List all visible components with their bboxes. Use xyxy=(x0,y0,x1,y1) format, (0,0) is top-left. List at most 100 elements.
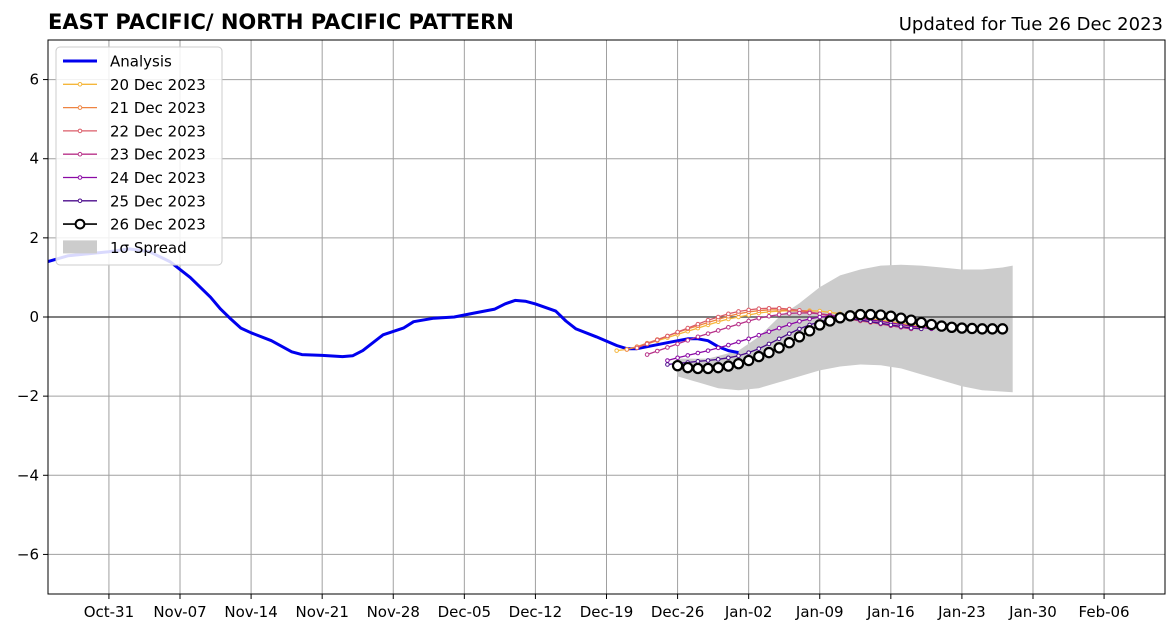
legend-label: 24 Dec 2023 xyxy=(110,169,206,187)
forecast-point xyxy=(766,341,772,347)
forecast-point xyxy=(746,318,751,324)
forecast-point xyxy=(874,309,887,321)
y-tick-label: −2 xyxy=(17,387,39,405)
forecast-point xyxy=(644,341,650,347)
forecast-point xyxy=(665,333,670,339)
forecast-point xyxy=(736,321,741,327)
x-tick-label: Dec-05 xyxy=(438,603,492,621)
forecast-series-layer xyxy=(614,305,1009,375)
forecast-point xyxy=(773,342,785,354)
forecast-point xyxy=(695,359,701,364)
forecast-point xyxy=(702,362,714,375)
forecast-point xyxy=(783,337,795,349)
forecast-point xyxy=(692,362,704,375)
forecast-point xyxy=(715,328,721,333)
forecast-point xyxy=(634,345,640,351)
forecast-point xyxy=(671,359,684,372)
forecast-point xyxy=(976,323,988,335)
forecast-point xyxy=(705,358,711,363)
forecast-point xyxy=(685,338,691,343)
forecast-point xyxy=(776,312,782,317)
forecast-point xyxy=(915,316,927,329)
forecast-point xyxy=(797,326,802,332)
legend-label: 1σ Spread xyxy=(110,239,187,257)
x-tick-label: Dec-19 xyxy=(580,603,634,621)
legend-item: 26 Dec 2023 xyxy=(63,216,206,234)
forecast-point xyxy=(966,322,978,335)
forecast-point xyxy=(726,355,731,361)
x-tick-label: Jan-09 xyxy=(795,603,844,621)
forecast-point xyxy=(905,314,917,326)
forecast-point xyxy=(715,314,721,320)
legend-swatch xyxy=(63,240,97,254)
forecast-point xyxy=(753,350,765,363)
chart-subtitle: Updated for Tue 26 Dec 2023 xyxy=(899,14,1163,35)
legend-marker xyxy=(77,128,83,134)
forecast-point xyxy=(834,312,846,324)
forecast-point xyxy=(986,323,999,335)
forecast-point xyxy=(705,317,711,323)
forecast-point xyxy=(705,348,711,353)
forecast-point xyxy=(712,361,724,374)
forecast-point xyxy=(824,315,836,327)
legend-label: 26 Dec 2023 xyxy=(110,216,206,234)
forecast-point xyxy=(756,346,762,351)
legend-label: 21 Dec 2023 xyxy=(110,99,206,117)
forecast-point xyxy=(746,350,751,355)
legend-marker xyxy=(77,105,83,110)
forecast-point xyxy=(736,309,741,314)
forecast-point xyxy=(803,325,816,337)
legend: Analysis 20 Dec 2023 21 Dec 2023 22 Dec 202… xyxy=(55,46,223,266)
forecast-point xyxy=(695,350,701,356)
forecast-point xyxy=(956,322,968,334)
analysis-series-layer xyxy=(48,247,739,359)
forecast-point xyxy=(682,361,694,374)
forecast-point xyxy=(685,325,691,331)
x-tick-label: Jan-16 xyxy=(866,603,915,621)
x-tick-label: Oct-31 xyxy=(84,603,134,621)
forecast-point xyxy=(742,354,755,367)
forecast-point xyxy=(654,337,660,343)
x-tick-label: Nov-28 xyxy=(367,603,420,621)
forecast-point xyxy=(746,336,751,342)
x-tick-label: Dec-26 xyxy=(651,603,705,621)
forecast-point xyxy=(756,315,762,321)
axis-ticks: Oct-31 Nov-07 Nov-14 Nov-21 Nov-28 Dec-05 Dec-… xyxy=(17,71,1130,621)
legend-item: 23 Dec 2023 xyxy=(63,146,206,164)
forecast-point xyxy=(736,339,741,345)
forecast-point xyxy=(614,348,619,353)
forecast-point xyxy=(786,322,792,327)
legend-item: 25 Dec 2023 xyxy=(63,192,206,210)
legend-item: 24 Dec 2023 xyxy=(63,169,206,187)
forecast-point xyxy=(675,355,680,361)
forecast-point xyxy=(786,331,792,336)
forecast-point xyxy=(665,345,670,350)
x-tick-label: Nov-21 xyxy=(295,603,348,621)
x-tick-label: Nov-07 xyxy=(153,603,206,621)
forecast-point xyxy=(935,320,948,332)
y-tick-label: 2 xyxy=(29,229,39,247)
forecast-point xyxy=(766,313,772,319)
forecast-point xyxy=(746,307,751,313)
forecast-point xyxy=(814,319,826,331)
forecast-point xyxy=(726,342,731,348)
forecast-point xyxy=(665,362,670,367)
chart-title: EAST PACIFIC/ NORTH PACIFIC PATTERN xyxy=(48,10,514,34)
forecast-point xyxy=(766,329,772,334)
forecast-point xyxy=(864,308,877,321)
forecast-point xyxy=(776,305,782,311)
forecast-point xyxy=(763,346,775,359)
x-tick-label: Jan-23 xyxy=(937,603,986,621)
forecast-point xyxy=(786,311,792,316)
forecast-point xyxy=(868,319,873,325)
forecast-point xyxy=(885,310,897,322)
x-tick-label: Nov-14 xyxy=(224,603,277,621)
forecast-point xyxy=(817,314,823,320)
forecast-point xyxy=(844,310,856,322)
forecast-point xyxy=(695,334,701,340)
legend-marker xyxy=(74,218,86,230)
forecast-point xyxy=(756,306,762,311)
forecast-point xyxy=(624,347,630,352)
forecast-point xyxy=(888,322,894,328)
